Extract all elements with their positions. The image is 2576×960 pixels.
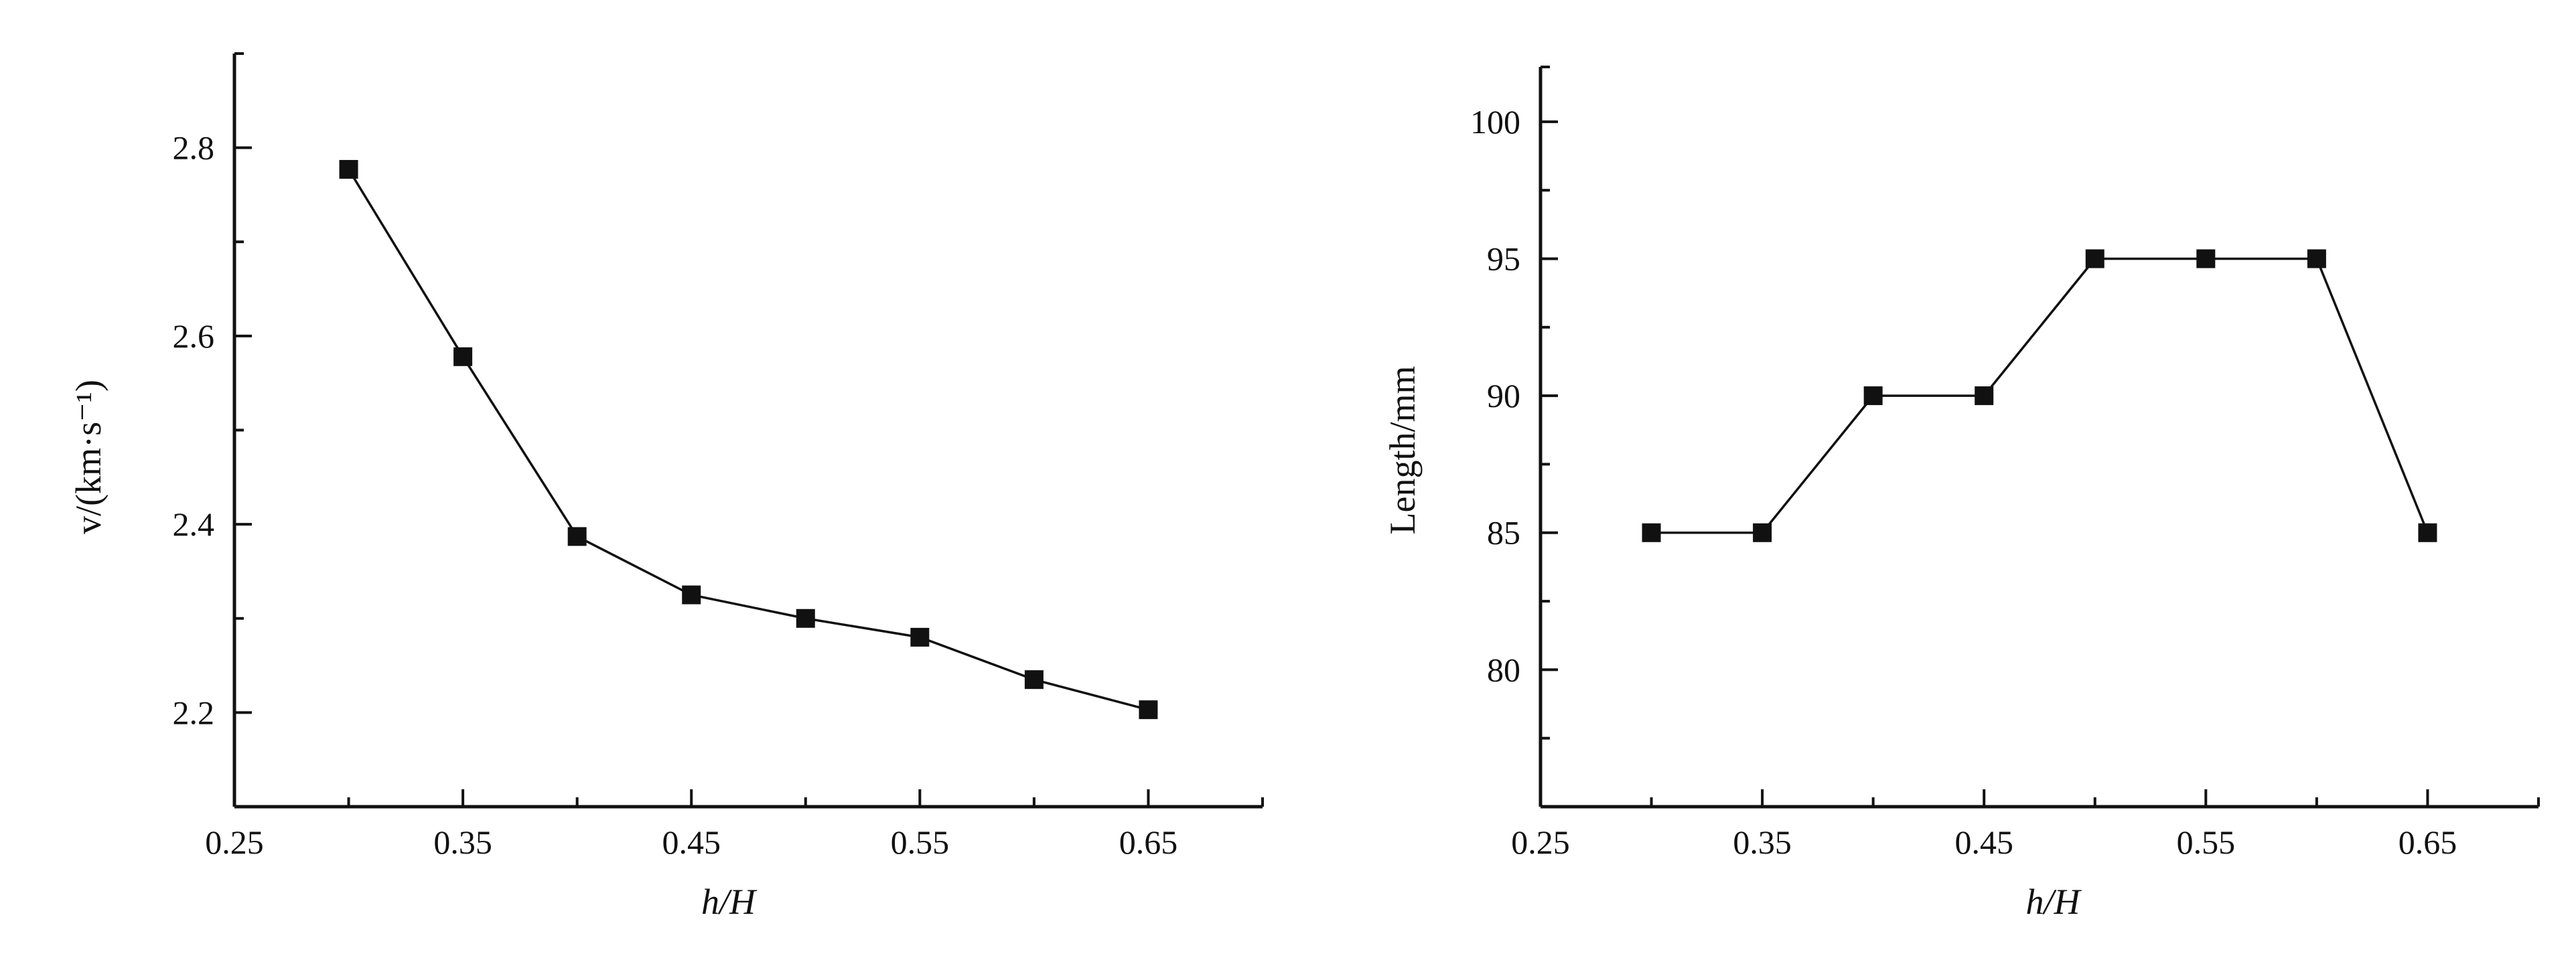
y-tick-label: 2.6 [173, 317, 215, 355]
data-point [1975, 386, 1994, 406]
y-tick-label: 2.4 [173, 505, 215, 543]
y-tick-label: 85 [1487, 514, 1520, 552]
x-axis-title: h/H [2026, 882, 2082, 922]
data-point [567, 527, 587, 546]
y-tick-label: 80 [1487, 651, 1520, 688]
x-tick-label: 0.65 [2399, 823, 2457, 861]
data-point [1024, 670, 1044, 690]
data-point [339, 159, 358, 179]
x-tick-label: 0.65 [1119, 823, 1178, 861]
y-tick-label: 2.2 [173, 694, 215, 731]
x-tick-label: 0.55 [891, 823, 950, 861]
x-tick-label: 0.55 [2177, 823, 2236, 861]
data-point [1863, 386, 1883, 406]
x-tick-label: 0.45 [662, 823, 721, 861]
y-tick-label: 100 [1470, 103, 1520, 141]
data-point [1753, 523, 1772, 542]
x-tick-label: 0.35 [433, 823, 492, 861]
data-point [910, 627, 930, 647]
y-tick-label: 90 [1487, 377, 1520, 414]
series-line [348, 169, 1149, 711]
x-tick-label: 0.25 [1511, 823, 1570, 861]
series-line [1651, 257, 2429, 534]
y-tick-label: 2.8 [173, 129, 215, 167]
data-point [2196, 249, 2216, 268]
data-point [2085, 249, 2104, 268]
x-tick-label: 0.25 [205, 823, 264, 861]
y-axis-title: Length/mm [1382, 366, 1423, 535]
data-point [2418, 523, 2437, 542]
chart-velocity: 0.25 0.35 0.45 0.55 0.65 2.2 2.4 2.6 2.8 h/H v/(km… [68, 52, 1264, 922]
data-point [682, 585, 701, 605]
y-axis-title: v/(km·s⁻¹) [68, 380, 109, 534]
data-point [1642, 523, 1661, 542]
chart-length: 0.25 0.35 0.45 0.55 0.65 80 85 90 95 100 h/H Length… [1382, 66, 2540, 922]
data-point [1139, 700, 1158, 720]
data-point [796, 609, 815, 628]
data-point [2307, 249, 2326, 268]
y-tick-label: 95 [1487, 240, 1520, 277]
data-point [453, 347, 473, 366]
x-tick-label: 0.45 [1954, 823, 2013, 861]
x-axis-title: h/H [701, 882, 758, 922]
x-tick-label: 0.35 [1733, 823, 1792, 861]
